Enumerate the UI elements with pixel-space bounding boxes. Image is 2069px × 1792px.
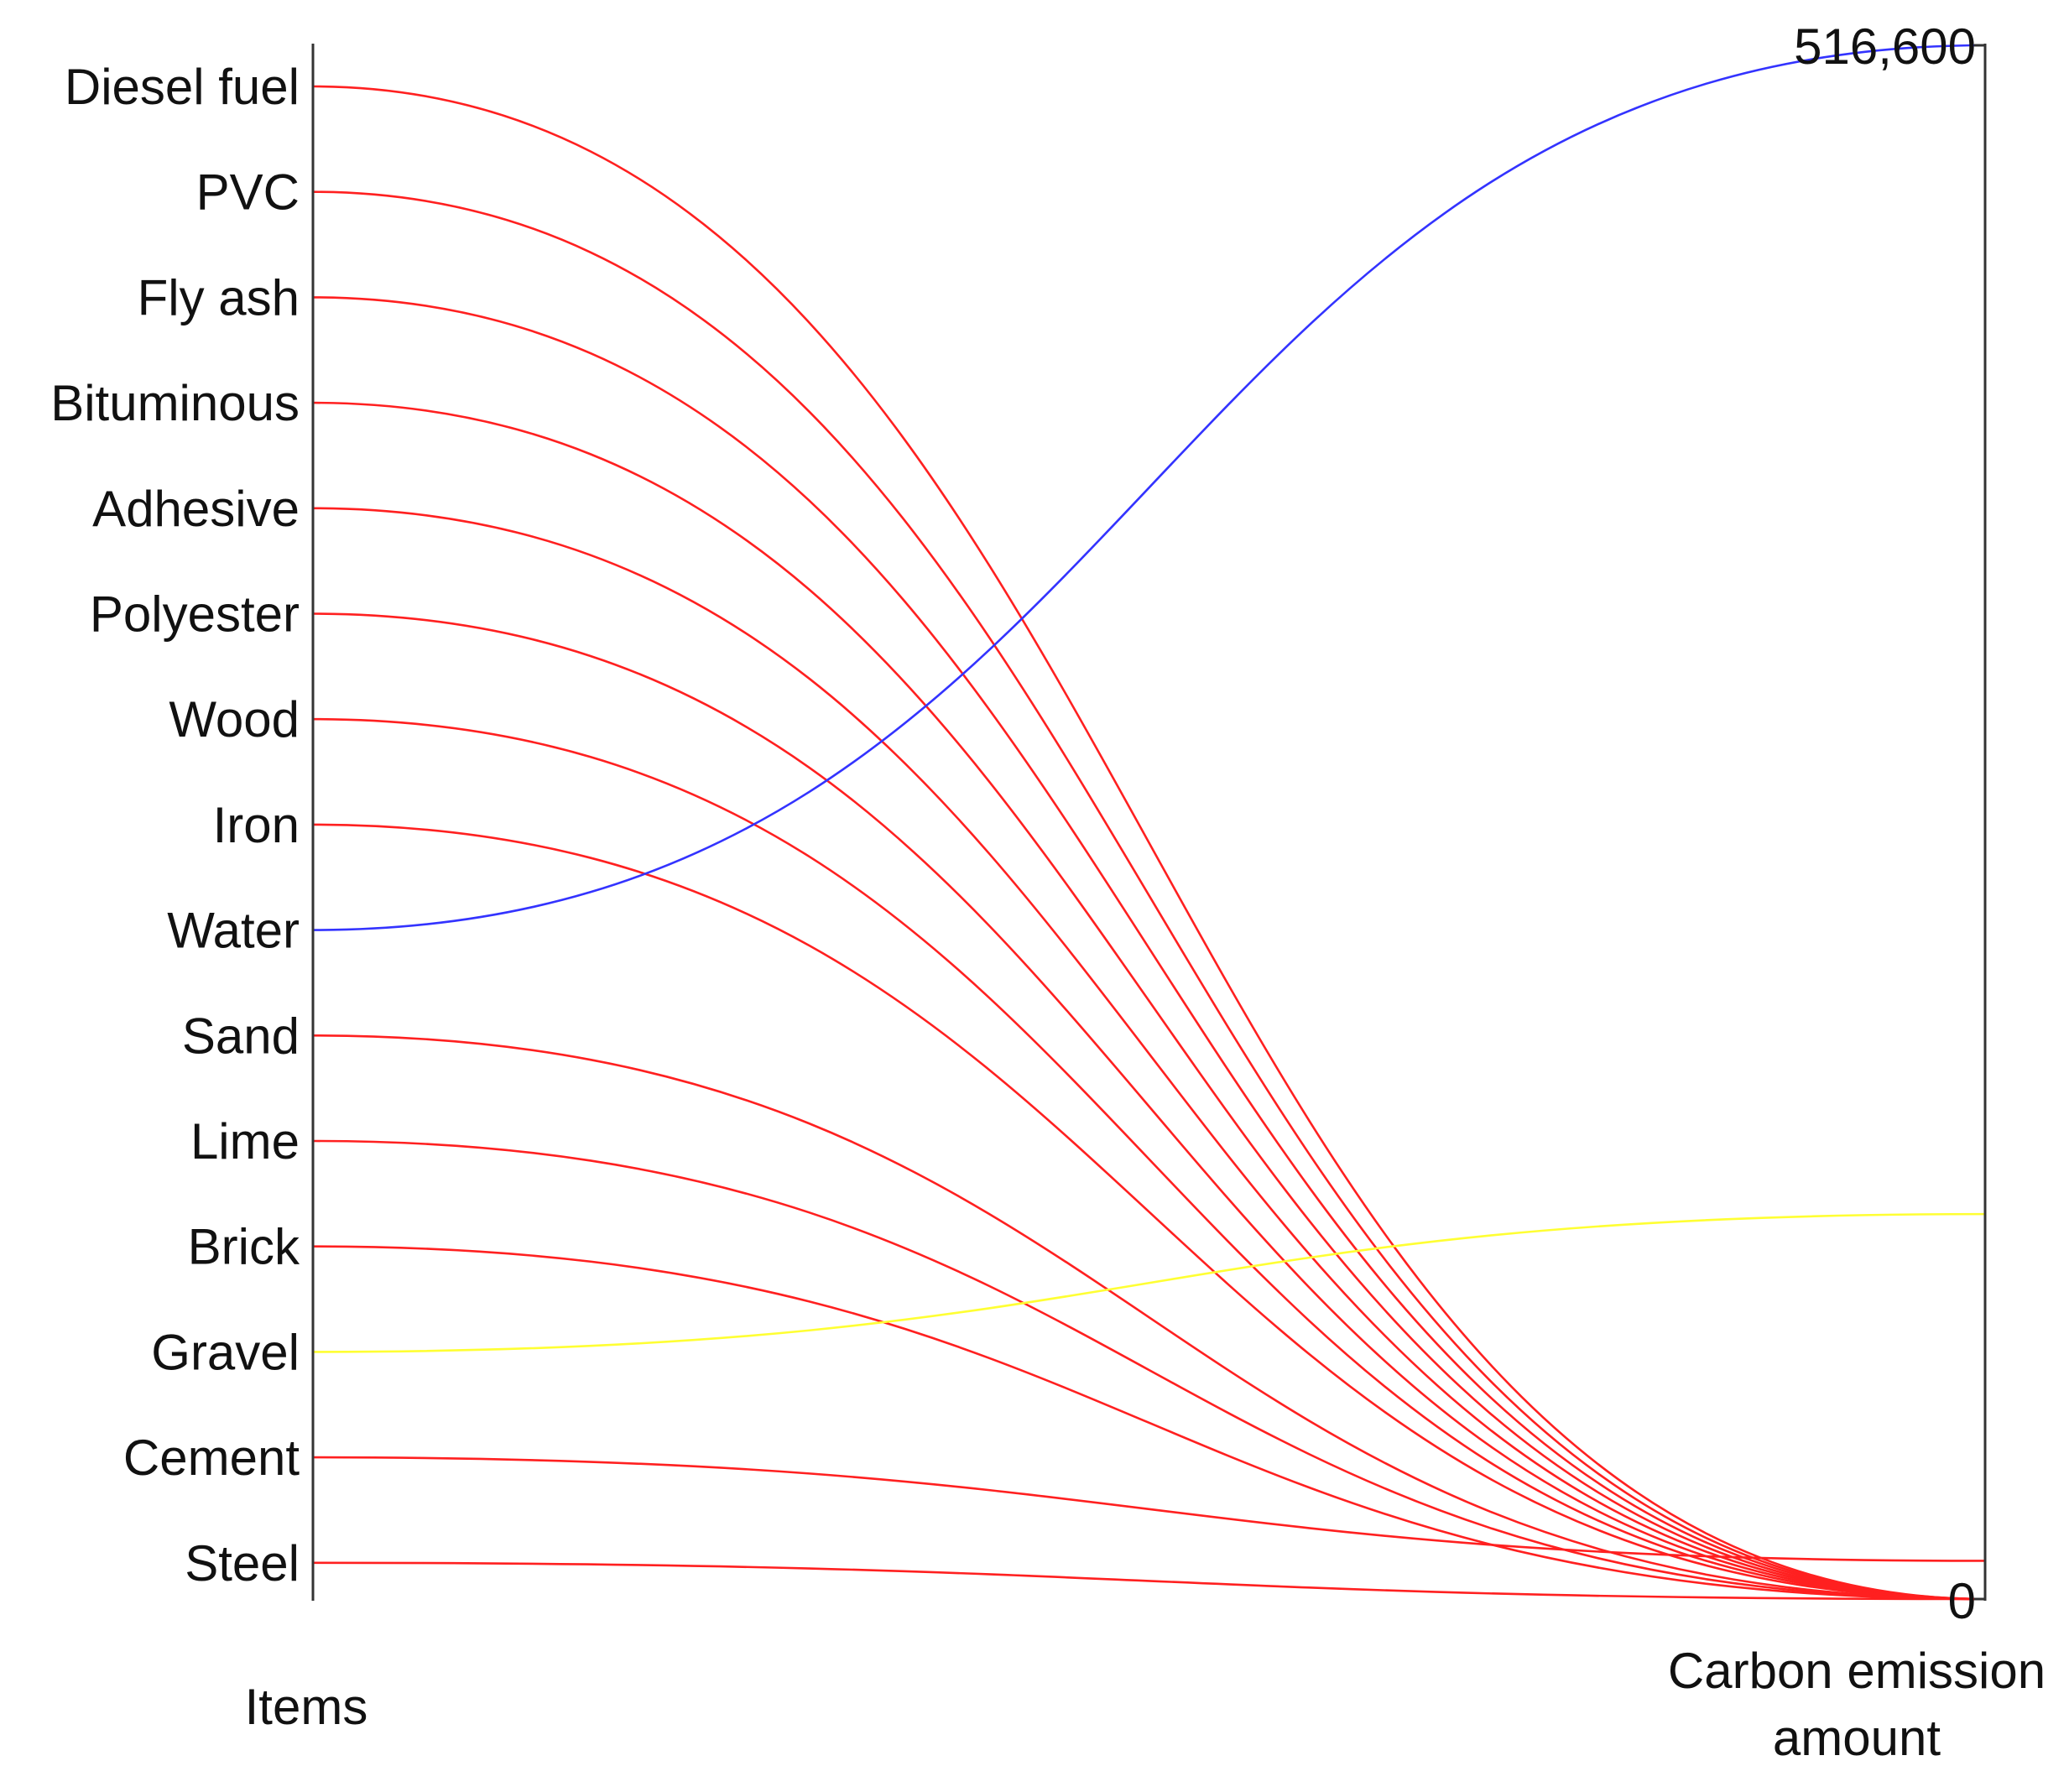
item-label-steel: Steel xyxy=(185,1535,300,1591)
item-label-water: Water xyxy=(167,903,300,959)
series-line-lime xyxy=(312,1139,1986,1601)
items-axis-title: Items xyxy=(245,1679,368,1735)
carbon-axis-title-line2: amount xyxy=(1773,1710,1941,1766)
series-line-iron xyxy=(312,823,1986,1601)
series-line-water xyxy=(312,44,1986,931)
series-lines xyxy=(312,44,1986,1601)
item-label-cement: Cement xyxy=(123,1430,300,1486)
item-label-brick: Brick xyxy=(188,1219,300,1275)
series-line-fly-ash xyxy=(312,296,1986,1601)
item-label-pvc: PVC xyxy=(196,164,300,221)
item-labels: Diesel fuel PVC Fly ash Bituminous Adhesive P… xyxy=(50,59,300,1591)
item-label-polyester: Polyester xyxy=(90,586,300,643)
series-line-sand xyxy=(312,1034,1986,1601)
series-line-bituminous xyxy=(312,401,1986,1601)
series-line-gravel xyxy=(312,1212,1986,1353)
series-line-wood xyxy=(312,717,1986,1601)
item-label-lime: Lime xyxy=(190,1113,300,1169)
item-label-bituminous: Bituminous xyxy=(50,375,300,431)
series-line-brick xyxy=(312,1245,1986,1601)
item-label-fly-ash: Fly ash xyxy=(138,269,300,326)
series-line-polyester xyxy=(312,612,1986,1601)
carbon-axis-max-tick-label: 516,600 xyxy=(1794,18,1976,75)
series-line-diesel-fuel xyxy=(312,85,1986,1601)
item-label-diesel-fuel: Diesel fuel xyxy=(65,59,300,115)
item-label-wood: Wood xyxy=(169,691,300,748)
series-line-cement xyxy=(312,1456,1986,1562)
carbon-axis-title-line1: Carbon emission xyxy=(1668,1643,2046,1699)
series-line-pvc xyxy=(312,190,1986,1601)
item-label-sand: Sand xyxy=(182,1008,300,1064)
carbon-axis-min-tick-label: 0 xyxy=(1948,1573,1976,1629)
series-line-adhesive xyxy=(312,507,1986,1601)
series-line-steel xyxy=(312,1561,1986,1601)
item-label-gravel: Gravel xyxy=(151,1324,300,1380)
item-label-adhesive: Adhesive xyxy=(92,481,300,537)
item-label-iron: Iron xyxy=(213,797,300,853)
